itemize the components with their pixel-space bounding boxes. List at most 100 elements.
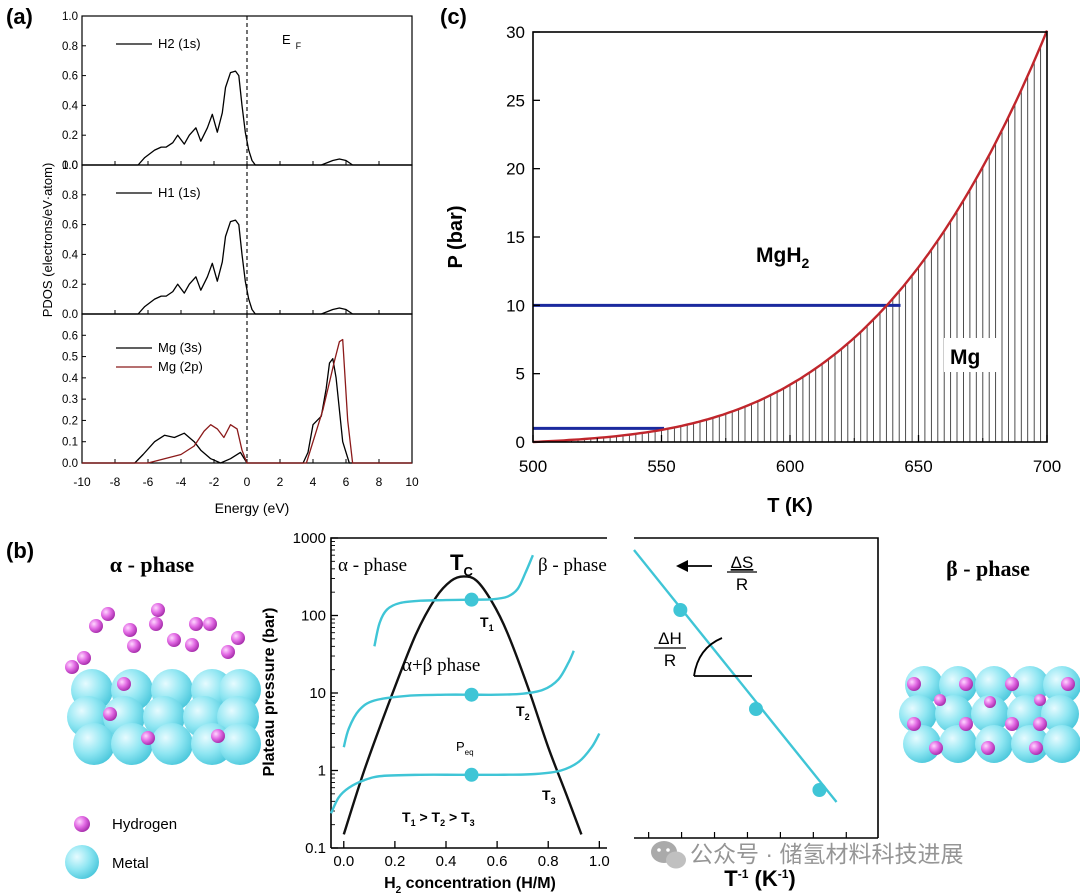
pdos-x-label: Energy (eV) (215, 500, 290, 516)
region-label-mg-background (944, 338, 1000, 372)
pct-x-tick-label: 0.4 (436, 853, 457, 870)
pdos-y-tick-label: 0.4 (62, 373, 79, 385)
hydrogen-atom (929, 741, 943, 755)
enthalpy-angle-arc (693, 637, 723, 677)
phase-diagram-axes: 500 550 600 650 700 0 5 10 15 20 25 30 (506, 23, 1061, 476)
pct-x-tick-label: 0.8 (538, 853, 559, 870)
metal-atom (73, 723, 115, 765)
hydrogen-atom (981, 741, 995, 755)
phase-x-tick-label: 550 (647, 457, 675, 476)
phase-y-tick-label: 15 (506, 228, 525, 247)
pdos-legend-h2: H2 (1s) (158, 36, 201, 51)
mg-region-hatching (538, 46, 1042, 442)
pdos-y-tick-label: 0.0 (62, 160, 78, 172)
hydrogen-atom (1034, 694, 1046, 706)
hydrogen-atom (1005, 717, 1019, 731)
metal-atom (905, 666, 943, 704)
phase-y-tick-label: 25 (506, 91, 525, 110)
enthalpy-numerator: ΔH (658, 629, 682, 648)
hydrogen-atom (984, 696, 996, 708)
entropy-arrow-head (676, 560, 688, 572)
pdos-y-tick-label: 0.2 (62, 130, 78, 142)
vant-hoff-points (673, 603, 827, 797)
panel-label-b: (b) (6, 538, 34, 563)
wechat-icon (651, 841, 686, 869)
pdos-y-tick-label: 0.1 (62, 437, 78, 449)
pct-x-tick-label: 1.0 (589, 853, 610, 870)
pdos-y-tick-label: 0.6 (62, 330, 78, 342)
plateau-lines (533, 303, 901, 430)
alpha-phase-label: α - phase (110, 552, 195, 577)
metal-atom (971, 695, 1009, 733)
enthalpy-denominator: R (664, 651, 676, 670)
hydrogen-atom (185, 638, 199, 652)
pct-y-tick-label: 100 (301, 608, 326, 625)
pct-y-tick-label: 1 (318, 763, 326, 780)
pdos-y-tick-label: 0.4 (62, 249, 79, 261)
vant-hoff-ticks (648, 832, 847, 838)
hydrogen-atom (1033, 717, 1047, 731)
phase-y-tick-label: 20 (506, 160, 525, 179)
panel-label-a: (a) (6, 4, 33, 29)
hydrogen-atom (189, 617, 203, 631)
isotherm-t3 (329, 732, 601, 814)
pdos-subplot-h1: 0.0 0.2 0.4 0.6 0.8 1.0 (62, 160, 413, 321)
pdos-y-tick-label: 0.2 (62, 415, 78, 427)
hydrogen-atom (65, 660, 79, 674)
pct-x-tick-label: 0.2 (384, 853, 405, 870)
pdos-y-tick-label: 0.0 (62, 309, 78, 321)
pdos-series-line (82, 358, 412, 464)
pdos-series-line (82, 338, 412, 464)
pdos-y-tick-label: 0.6 (62, 220, 78, 232)
hydrogen-atom (89, 619, 103, 633)
t3-label: T3 (542, 787, 556, 806)
vant-hoff-point (749, 702, 763, 716)
metal-legend-label: Metal (112, 855, 149, 872)
pdos-x-tick-label: -4 (176, 475, 187, 489)
pct-beta-label: β - phase (538, 555, 607, 576)
pct-y-tick-label: 0.1 (305, 840, 326, 857)
metal-legend-icon (65, 845, 99, 879)
hydrogen-atom (959, 677, 973, 691)
pdos-y-tick-label: 1.0 (62, 11, 78, 23)
chart-b-pct-isotherms: 0.1 1 10 100 1000 0.0 0.2 0.4 0.6 0.8 1.0 α - phas… (261, 530, 610, 896)
hydrogen-atom (211, 729, 225, 743)
pdos-x-tick-label: 8 (376, 475, 383, 489)
metal-atom (975, 725, 1013, 763)
pdos-x-tick-label: 6 (343, 475, 350, 489)
hydrogen-atom (151, 603, 165, 617)
metal-atom (939, 666, 977, 704)
metal-atom (219, 723, 261, 765)
hydrogen-atom (167, 633, 181, 647)
phase-x-tick-label: 650 (904, 457, 932, 476)
pdos-x-tick-label: -10 (73, 475, 91, 489)
pct-y-tick-label: 10 (309, 685, 326, 702)
pdos-legend-h1: H1 (1s) (158, 185, 201, 200)
pdos-y-tick-label: 0.6 (62, 71, 78, 83)
peq-label: Peq (456, 739, 474, 757)
phase-x-tick-label: 600 (776, 457, 804, 476)
miscibility-dome (342, 575, 583, 835)
t1-label: T1 (480, 614, 494, 633)
vant-hoff-point (812, 783, 827, 797)
pdos-x-tick-label: 2 (277, 475, 284, 489)
watermark: 公众号 · 储氢材料科技进展 (651, 841, 963, 869)
pct-x-label: H2 concentration (H/M) (384, 875, 556, 896)
pct-alpha-label: α - phase (338, 555, 407, 576)
pdos-y-tick-label: 0.2 (62, 279, 78, 291)
entropy-numerator: ΔS (731, 553, 754, 572)
watermark-text: 公众号 · 储氢材料科技进展 (690, 841, 963, 867)
region-label-mgh2: MgH2 (756, 244, 810, 271)
hydrogen-atom (77, 651, 91, 665)
temperature-order-label: T1 > T2 > T3 (402, 809, 475, 828)
region-label-mg: Mg (950, 346, 980, 369)
metal-atom (1041, 695, 1079, 733)
beta-phase-lattice (899, 666, 1080, 763)
phase-diagram-x-label: T (K) (767, 495, 813, 517)
plot-frame-b-right (634, 537, 879, 838)
hydrogen-atom (231, 631, 245, 645)
beta-phase-label: β - phase (946, 556, 1030, 581)
metal-atom (939, 725, 977, 763)
pdos-legend-mg2p: Mg (2p) (158, 359, 203, 374)
